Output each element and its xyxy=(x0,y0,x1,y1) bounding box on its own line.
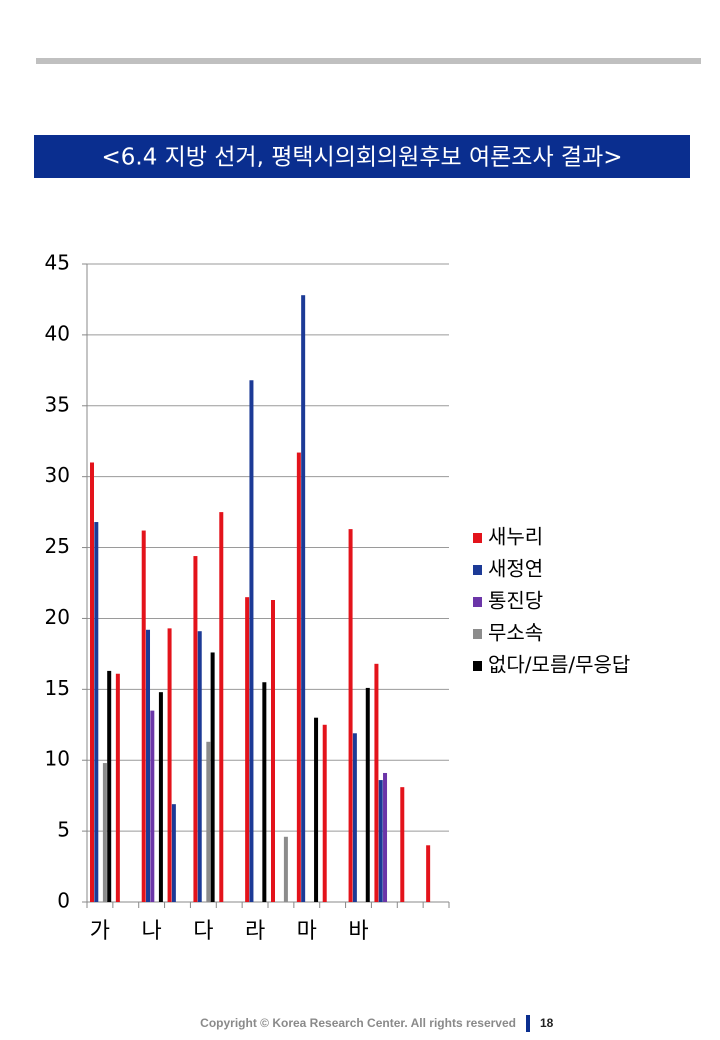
bar xyxy=(301,295,306,902)
y-tick-label: 5 xyxy=(57,818,70,842)
footer-marker xyxy=(526,1015,530,1032)
legend-swatch xyxy=(473,629,482,639)
bar xyxy=(365,687,370,902)
x-tick-label: 나 xyxy=(142,919,162,944)
bar xyxy=(374,663,379,902)
legend-label: 새정연 xyxy=(488,557,543,581)
y-tick-label: 40 xyxy=(45,321,70,345)
y-tick-label: 35 xyxy=(45,392,70,416)
x-tick-label: 마 xyxy=(297,919,317,944)
legend-label: 통진당 xyxy=(488,589,543,613)
y-tick-label: 20 xyxy=(45,605,70,629)
y-tick-label: 25 xyxy=(45,534,70,558)
bar xyxy=(90,462,94,902)
bar xyxy=(146,629,151,902)
bar xyxy=(150,710,155,902)
y-tick-label: 0 xyxy=(57,889,70,913)
bar xyxy=(115,673,120,902)
bar xyxy=(102,763,107,902)
title-box xyxy=(34,135,690,178)
y-tick-label: 45 xyxy=(45,251,70,275)
bar xyxy=(107,670,112,902)
x-tick-label: 가 xyxy=(90,919,110,944)
bar xyxy=(193,556,198,902)
bar xyxy=(94,522,99,902)
x-tick-label: 다 xyxy=(193,919,213,944)
bar xyxy=(171,804,176,902)
bar xyxy=(249,380,254,902)
bar xyxy=(296,452,301,902)
bar xyxy=(352,733,357,902)
legend-label: 무소속 xyxy=(488,621,543,645)
bar xyxy=(378,780,383,902)
bar xyxy=(383,772,388,902)
bar xyxy=(271,600,275,902)
bar xyxy=(158,692,163,902)
bar xyxy=(283,836,288,902)
bar xyxy=(206,741,211,902)
y-tick-label: 10 xyxy=(45,747,70,771)
bar xyxy=(262,682,267,902)
legend-swatch xyxy=(473,565,482,575)
footer-copyright: Copyright © Korea Research Center. All r… xyxy=(200,1016,516,1030)
bar xyxy=(245,597,250,902)
bar xyxy=(426,845,431,902)
page-number: 18 xyxy=(540,1016,554,1030)
bar xyxy=(322,724,327,902)
y-tick-label: 15 xyxy=(45,676,70,700)
x-tick-label: 바 xyxy=(348,919,368,944)
y-tick-label: 30 xyxy=(45,463,70,487)
chart-title: <6.4 지방 선거, 평택시의회의원후보 여론조사 결과> xyxy=(101,145,622,171)
bar xyxy=(167,628,172,902)
top-rule xyxy=(36,58,701,64)
bar xyxy=(197,631,202,902)
bar xyxy=(219,512,224,902)
bar xyxy=(400,787,405,902)
x-tick-label: 라 xyxy=(245,919,265,944)
legend-label: 새누리 xyxy=(488,525,543,549)
bar xyxy=(210,652,215,902)
legend-swatch xyxy=(473,597,482,607)
bar xyxy=(348,529,353,902)
bar xyxy=(141,530,146,902)
legend-swatch xyxy=(473,533,482,543)
bar xyxy=(314,717,319,902)
legend-swatch xyxy=(473,661,482,671)
legend-label: 없다/모름/무응답 xyxy=(488,653,630,677)
